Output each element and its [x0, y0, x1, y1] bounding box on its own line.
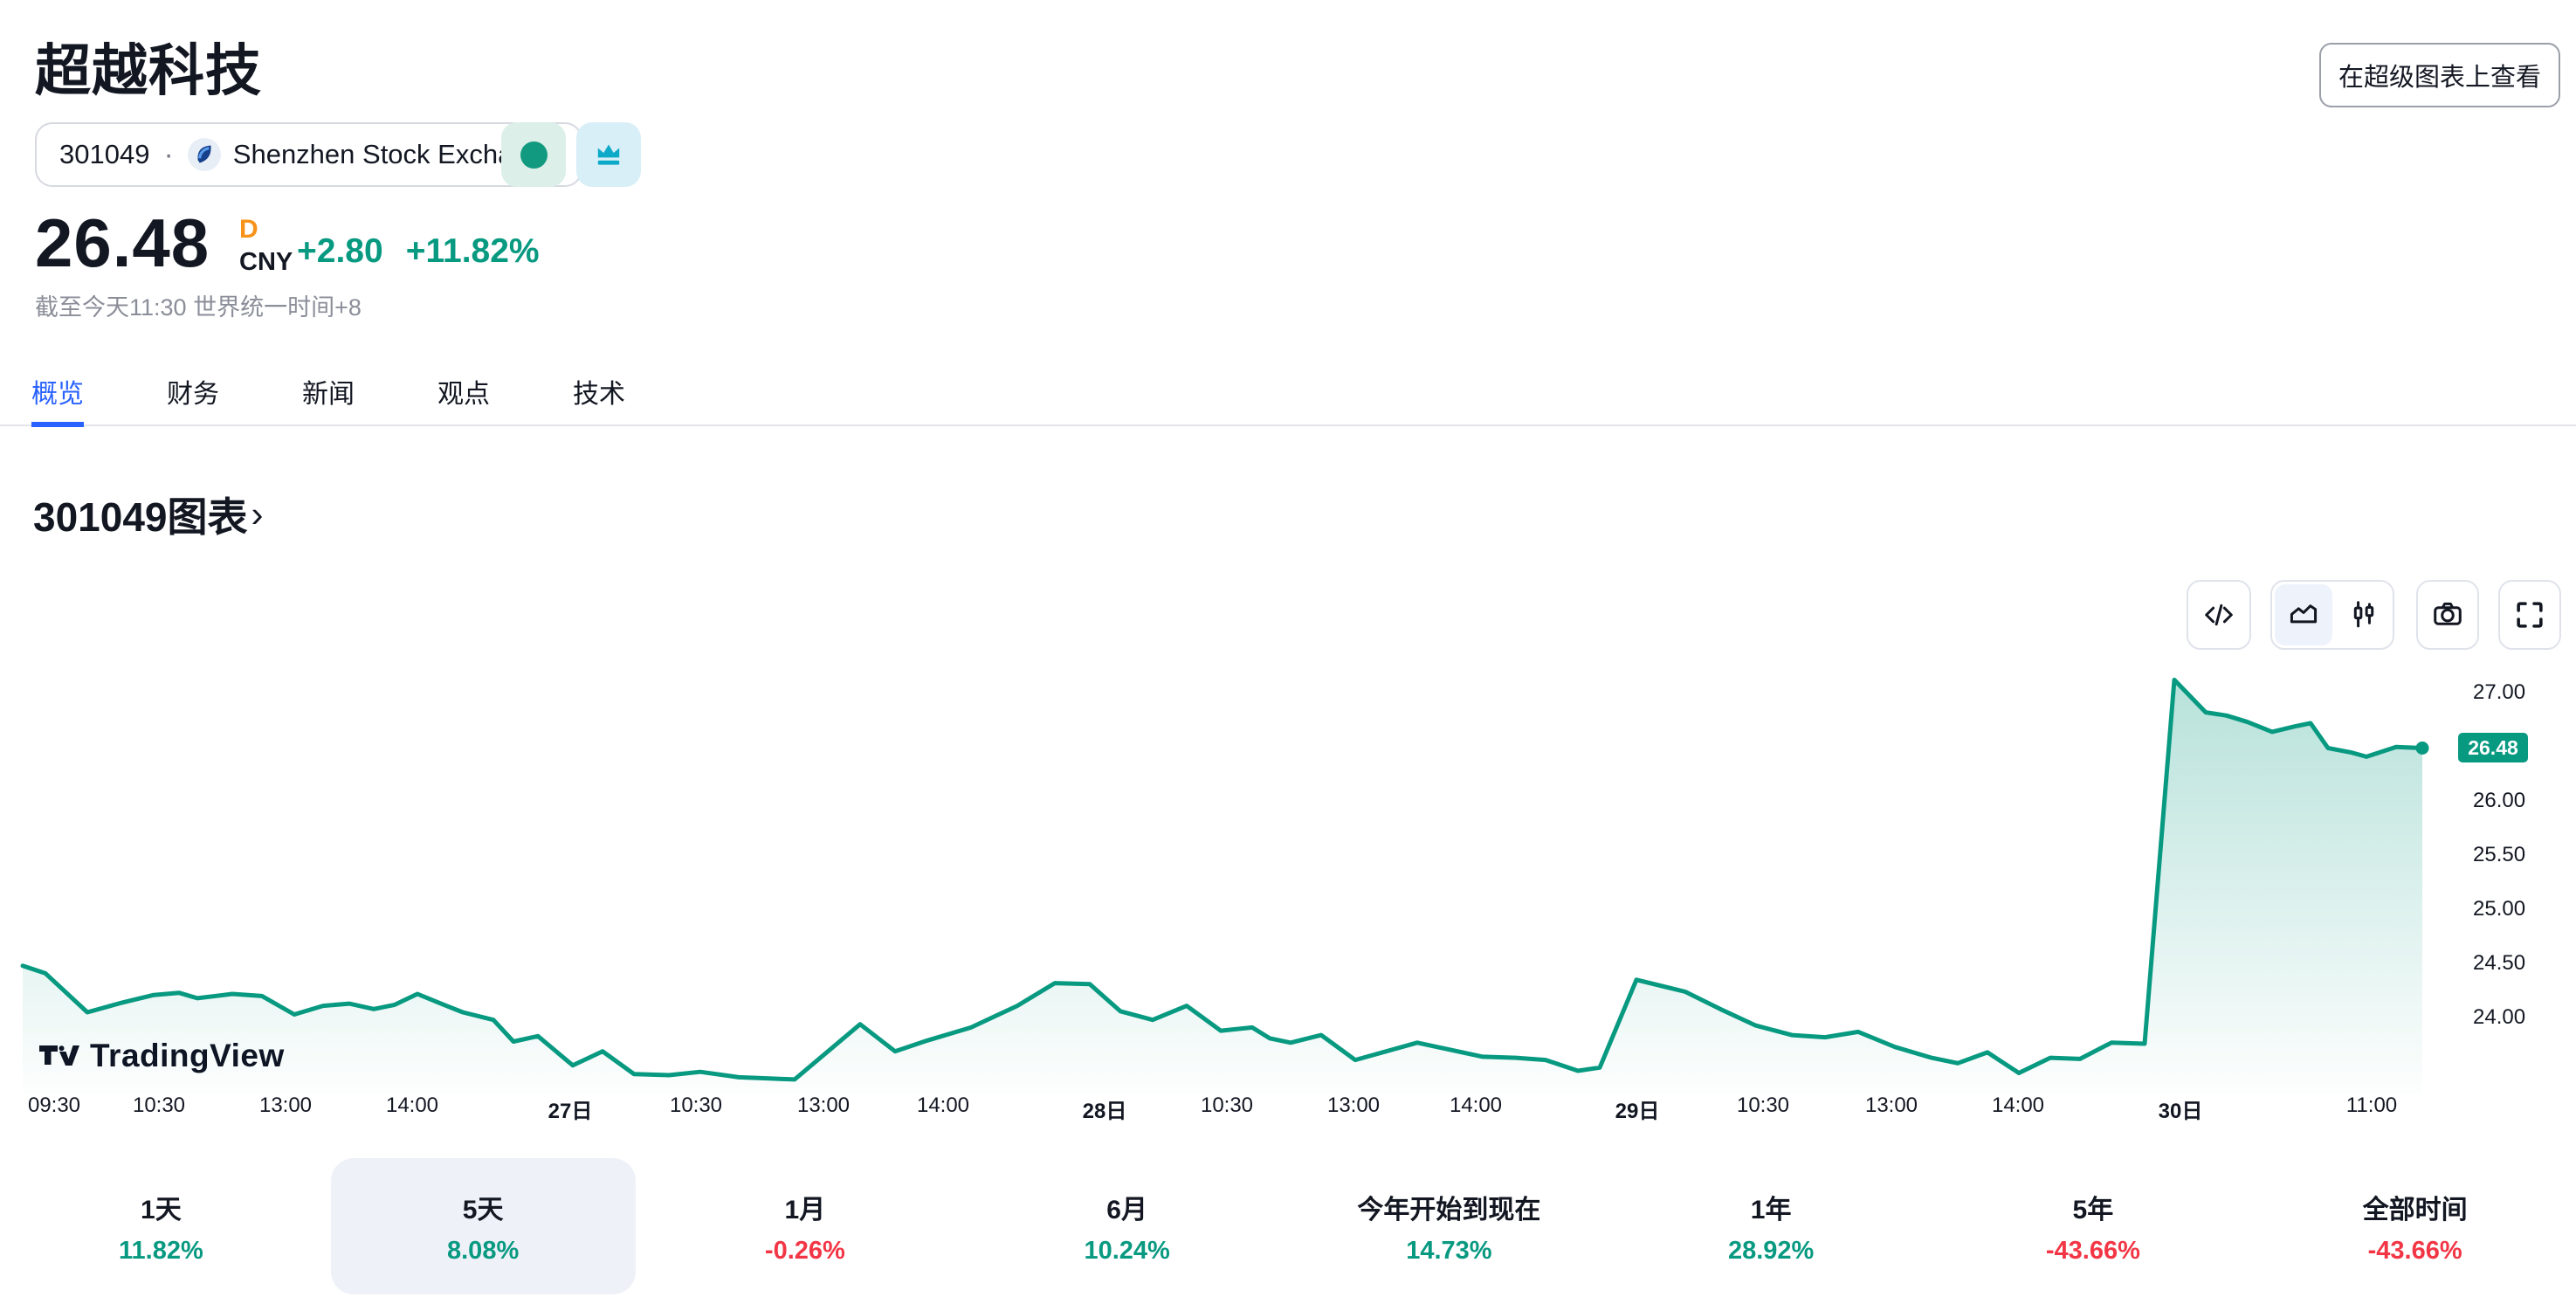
- y-axis-tick: 25.00: [2473, 897, 2526, 921]
- price-line: [20, 677, 2425, 1082]
- x-axis-tick: 13:00: [796, 1094, 851, 1117]
- range-selector: 1天 11.82% 5天 8.08% 1月 -0.26% 6月 10.24% 今年开始到现在 14…: [0, 1158, 2576, 1294]
- x-axis-tick: 10:30: [1736, 1094, 1790, 1117]
- symbol-exchange-pill[interactable]: 301049 · Shenzhen Stock Exchange: [35, 122, 583, 187]
- tradingview-logo-text: TradingView: [90, 1038, 285, 1073]
- y-axis-tick: 26.00: [2473, 789, 2526, 812]
- price-area-chart[interactable]: [0, 659, 2576, 1096]
- snapshot-button[interactable]: [2416, 580, 2479, 650]
- range-percent: -43.66%: [2367, 1236, 2462, 1265]
- range-label: 1月: [784, 1195, 826, 1225]
- x-axis-tick: 10:30: [669, 1094, 723, 1117]
- separator-dot: ·: [163, 137, 174, 171]
- range-label: 6月: [1106, 1195, 1147, 1225]
- range-1y[interactable]: 1年 28.92%: [1619, 1158, 1924, 1294]
- tradingview-logo-icon: [39, 1045, 79, 1066]
- y-axis-tick: 24.00: [2473, 1005, 2526, 1029]
- tab-news[interactable]: 新闻: [302, 380, 355, 409]
- x-axis-tick: 27日: [548, 1100, 593, 1123]
- area-chart-style-button[interactable]: [2275, 584, 2332, 645]
- last-price-dot: [2415, 742, 2429, 755]
- range-1d[interactable]: 1天 11.82%: [9, 1158, 313, 1294]
- tab-financials[interactable]: 财务: [167, 380, 219, 409]
- y-axis-tick: 25.50: [2473, 843, 2526, 866]
- candlestick-style-button[interactable]: [2335, 584, 2393, 645]
- premium-badge[interactable]: [576, 122, 641, 187]
- x-axis-tick: 14:00: [385, 1094, 439, 1117]
- y-axis-tick: 24.50: [2473, 951, 2526, 975]
- range-label: 全部时间: [2362, 1195, 2468, 1225]
- tradingview-attribution[interactable]: TradingView: [39, 1038, 285, 1074]
- x-axis-tick: 10:30: [1200, 1094, 1254, 1117]
- range-percent: 11.82%: [118, 1236, 203, 1265]
- range-label: 5年: [2072, 1195, 2114, 1225]
- range-all[interactable]: 全部时间 -43.66%: [2263, 1158, 2567, 1294]
- page-title: 超越科技: [35, 39, 262, 102]
- range-6m[interactable]: 6月 10.24%: [975, 1158, 1279, 1294]
- crown-icon: [597, 144, 620, 165]
- range-percent: 8.08%: [447, 1236, 520, 1265]
- tab-ideas[interactable]: 观点: [437, 380, 490, 409]
- x-axis-tick: 13:00: [258, 1094, 313, 1117]
- source-code-button[interactable]: [2187, 580, 2251, 650]
- y-axis-tick: 27.00: [2473, 680, 2526, 704]
- area-chart-icon: [2290, 604, 2318, 624]
- camera-icon: [2434, 602, 2462, 625]
- market-open-badge[interactable]: [501, 122, 566, 187]
- as-of-timestamp: 截至今天11:30 世界统一时间+8: [35, 294, 362, 321]
- range-percent: 10.24%: [1084, 1236, 1170, 1265]
- x-axis-tick: 14:00: [1449, 1094, 1503, 1117]
- shenzhen-exchange-logo-icon: [187, 138, 221, 171]
- price-change: +2.80 +11.82%: [297, 232, 540, 271]
- x-axis-tick: 10:30: [132, 1094, 186, 1117]
- range-1m[interactable]: 1月 -0.26%: [653, 1158, 958, 1294]
- fullscreen-button[interactable]: [2498, 580, 2561, 650]
- x-axis-tick: 29日: [1615, 1100, 1660, 1123]
- last-price-axis-badge: 26.48: [2458, 733, 2528, 763]
- range-label: 5天: [462, 1195, 504, 1225]
- x-axis-tick: 14:00: [1991, 1094, 2045, 1117]
- source-code-icon: [2205, 604, 2233, 626]
- change-absolute: +2.80: [297, 232, 383, 270]
- x-axis-tick: 09:30: [27, 1094, 81, 1117]
- range-5d[interactable]: 5天 8.08%: [330, 1158, 636, 1294]
- area-fill: [23, 680, 2422, 1094]
- x-axis-tick: 13:00: [1326, 1094, 1381, 1117]
- range-label: 1年: [1750, 1195, 1792, 1225]
- x-axis-tick: 13:00: [1864, 1094, 1918, 1117]
- chevron-right-icon: ›: [251, 493, 264, 535]
- x-axis-tick: 28日: [1082, 1100, 1127, 1123]
- last-price: 26.48: [35, 204, 210, 281]
- range-percent: 14.73%: [1406, 1236, 1492, 1265]
- fullscreen-icon: [2517, 602, 2543, 628]
- chart-heading-text: 301049图表: [33, 494, 248, 540]
- x-axis-tick: 30日: [2158, 1100, 2203, 1123]
- symbol-code: 301049: [59, 139, 150, 169]
- x-axis-tick: 11:00: [2345, 1094, 2398, 1117]
- range-label: 1天: [141, 1195, 182, 1225]
- range-percent: 28.92%: [1727, 1236, 1815, 1265]
- range-percent: -0.26%: [764, 1236, 845, 1265]
- range-percent: -43.66%: [2045, 1236, 2140, 1265]
- range-5y[interactable]: 5年 -43.66%: [1941, 1158, 2246, 1294]
- market-status-dot-icon: [520, 141, 548, 169]
- candlestick-icon: [2353, 601, 2374, 628]
- range-ytd[interactable]: 今年开始到现在 14.73%: [1297, 1158, 1601, 1294]
- chart-style-toggle: [2270, 580, 2394, 650]
- change-percent: +11.82%: [405, 232, 540, 270]
- currency-label: CNY: [239, 248, 293, 276]
- view-on-superchart-button[interactable]: 在超级图表上查看: [2319, 43, 2560, 107]
- range-label: 今年开始到现在: [1357, 1195, 1541, 1225]
- tab-divider: [0, 424, 2576, 426]
- timeframe-flag: D: [239, 215, 258, 244]
- chart-section-heading[interactable]: 301049图表 ›: [33, 486, 264, 543]
- x-axis-tick: 14:00: [916, 1094, 970, 1117]
- tab-overview[interactable]: 概览: [31, 379, 84, 427]
- tab-bar: 概览 财务 新闻 观点 技术: [0, 379, 2576, 427]
- tab-technicals[interactable]: 技术: [573, 380, 625, 409]
